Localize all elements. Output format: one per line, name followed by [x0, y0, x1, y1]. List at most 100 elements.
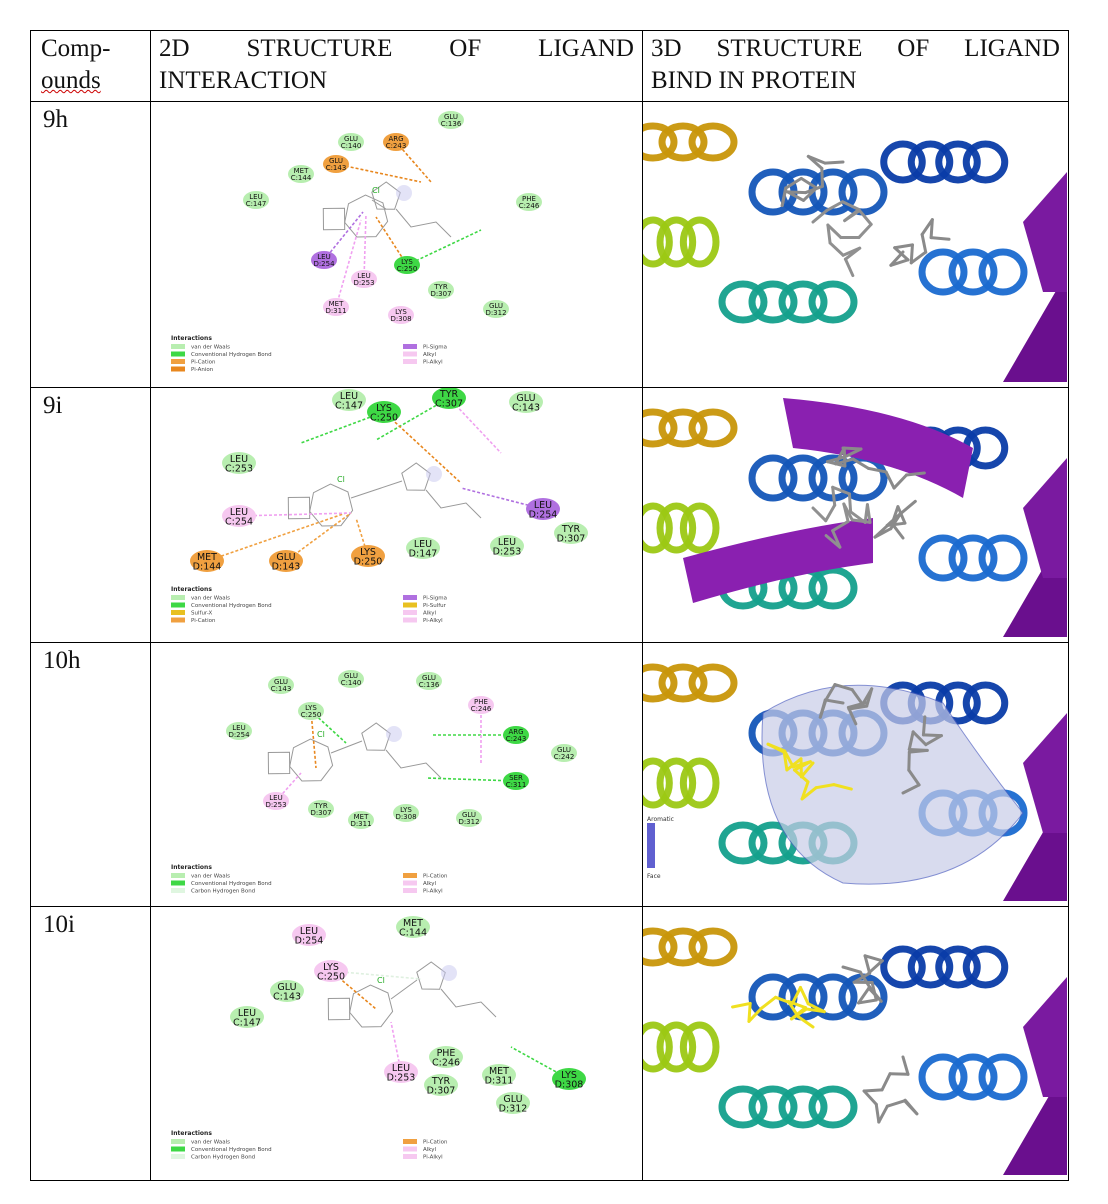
legend-swatch: [171, 1146, 185, 1152]
binding-surface: [761, 684, 1024, 885]
helix-purple-big: [683, 518, 873, 603]
legend-swatch: [171, 366, 185, 372]
residue-bubble: [308, 800, 334, 818]
residue-name: GLU: [489, 302, 503, 310]
residue-chain: D:311: [485, 1076, 514, 1087]
residue-name: LEU: [230, 454, 248, 465]
residue-bubble: [332, 389, 366, 411]
residue-chain: D:250: [354, 557, 383, 568]
residue-bubble: [348, 811, 374, 829]
legend-swatch: [171, 888, 185, 893]
helix-lime: [643, 757, 720, 809]
residue-chain: D:312: [485, 309, 506, 317]
residue-chain: D:307: [557, 534, 586, 545]
residue-name: TYR: [431, 1076, 451, 1087]
residue-bubble: [367, 401, 401, 423]
residue-chain: D:253: [493, 547, 522, 558]
interaction-diagram-svg: ClLEUD:254METC:144LYSC:250GLUC:143LEUC:1…: [171, 916, 586, 1161]
residue-bubble: [288, 165, 314, 183]
residue-bubble: [383, 133, 409, 151]
legend-label: Carbon Hydrogen Bond: [191, 889, 255, 895]
residue-name: TYR: [561, 524, 581, 535]
interaction-line: [238, 512, 352, 517]
legend-label: van der Waals: [191, 874, 230, 880]
residue-name: GLU: [277, 982, 296, 993]
residue-name: ARG: [388, 135, 403, 143]
residue-bubble: [509, 391, 543, 413]
legend-swatch: [403, 610, 417, 615]
ligand-structure: Cl: [267, 722, 442, 782]
residue-bubble: [298, 702, 324, 720]
residue-name: LYS: [561, 1070, 577, 1081]
ring-linker: [330, 740, 363, 754]
surface-scale-bar: [647, 823, 655, 868]
header-compounds-line2: ounds: [41, 67, 101, 94]
residue-bubble: [552, 1068, 586, 1090]
legend-swatch: [171, 602, 185, 608]
residue-chain: D:147: [409, 549, 438, 560]
residue-name: MET: [489, 1066, 509, 1077]
cycloheptatriene-ring: [344, 194, 389, 238]
compound-name: 9h: [30, 101, 151, 388]
residue-name: LYS: [376, 403, 392, 414]
helix-purple: [1023, 977, 1067, 1097]
interaction-diagram-svg: ClGLUC:143GLUC:140GLUC:136LYSC:250PHEC:2…: [171, 670, 577, 895]
interaction-line: [383, 411, 462, 484]
residue-name: PHE: [522, 195, 536, 203]
residue-chain: C:143: [273, 992, 301, 1003]
residue-chain: D:144: [193, 562, 222, 573]
legend-label: Pi-Alkyl: [423, 618, 443, 624]
legend-label: Pi-Sigma: [423, 596, 447, 602]
legend-swatch: [171, 359, 185, 364]
residue-bubble: [351, 545, 385, 567]
legend-swatch: [171, 610, 185, 615]
compound-name: 9i: [30, 387, 151, 643]
residue-name: MET: [354, 813, 369, 821]
interaction-line: [323, 211, 364, 261]
interaction-line: [460, 487, 544, 510]
ligand-sticks: [841, 954, 884, 1005]
legend-swatch: [171, 873, 185, 878]
cyclobutane-ring: [327, 997, 351, 1021]
helix-gold: [643, 663, 738, 703]
residue-bubble: [496, 1092, 530, 1114]
residue-chain: C:243: [386, 142, 407, 150]
helix-lime: [643, 216, 720, 268]
residue-name: GLU: [274, 678, 288, 686]
protein-render: [642, 906, 1069, 1181]
residue-bubble: [516, 193, 542, 211]
residue-name: GLU: [276, 552, 295, 563]
residue-bubble: [351, 270, 377, 288]
helix-teal: [718, 1085, 858, 1129]
interaction-diagram: Cl LEU C:147 LYS C:250 TYR C:307 GLU C:143 LEU C:2…: [150, 387, 643, 643]
residue-bubble: [394, 256, 420, 274]
atom-highlight: [426, 466, 442, 482]
residue-bubble: [268, 676, 294, 694]
residue-chain: D:253: [265, 801, 286, 809]
cyclobutane-ring: [322, 207, 346, 231]
residue-name: MET: [329, 300, 344, 308]
residue-bubble: [526, 498, 560, 520]
residue-chain: C:144: [291, 174, 312, 182]
legend-swatch: [403, 880, 417, 886]
legend-label: Pi-Alkyl: [423, 889, 443, 895]
legend-label: Pi-Cation: [423, 1140, 448, 1146]
residue-chain: C:311: [506, 781, 527, 789]
residue-bubble: [384, 1061, 418, 1083]
residue-name: GLU: [503, 1094, 522, 1105]
residue-chain: C:246: [432, 1058, 460, 1069]
residue-name: LYS: [401, 258, 413, 266]
residue-bubble: [323, 298, 349, 316]
legend-swatch: [171, 1154, 185, 1159]
residue-chain: C:250: [301, 711, 322, 719]
